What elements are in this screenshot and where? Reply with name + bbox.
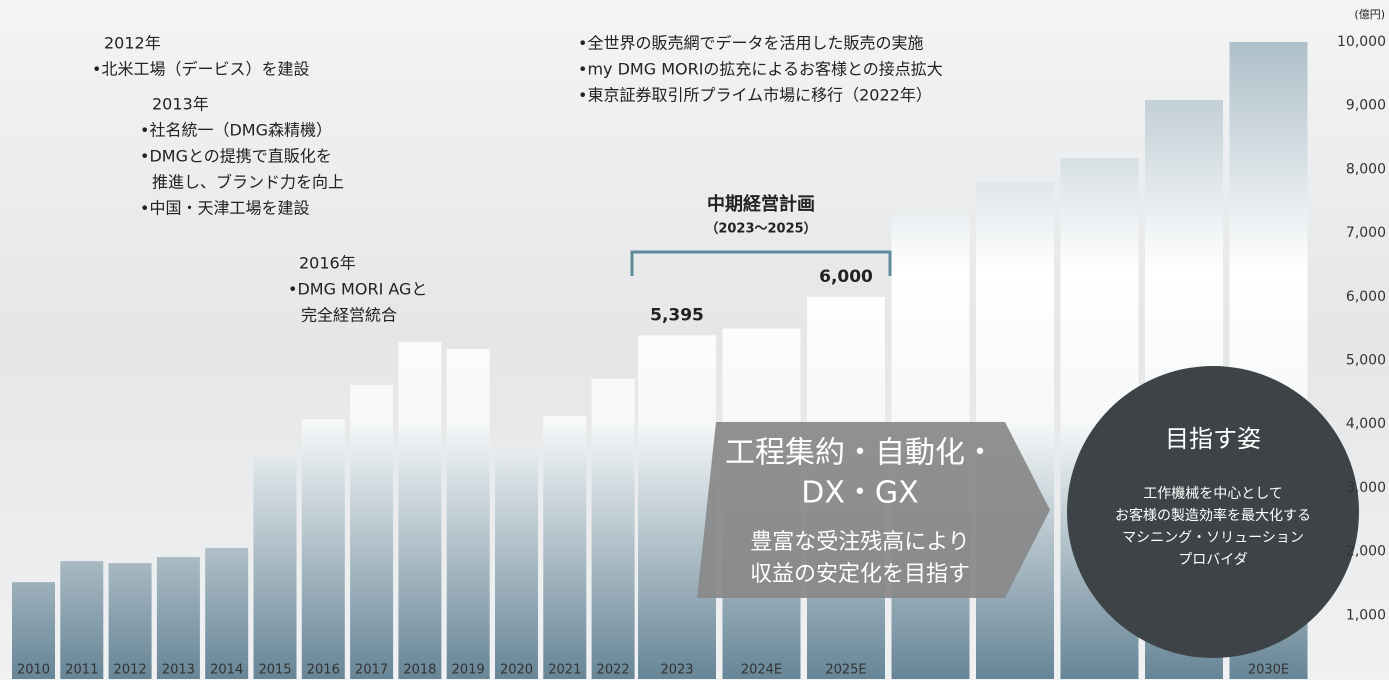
- x-tick-label: 2013: [162, 663, 195, 678]
- x-tick-label: 2018: [403, 663, 436, 678]
- bar: [543, 415, 587, 679]
- bar: [638, 335, 716, 679]
- x-tick-label: 2017: [355, 663, 388, 678]
- annotation: •北米工場（デービス）を建設: [92, 60, 309, 79]
- annotation: 2013年: [152, 95, 209, 114]
- y-tick-label: 6,000: [1346, 289, 1386, 305]
- vision-circle: [1067, 366, 1359, 658]
- y-tick-label: 3,000: [1346, 480, 1386, 496]
- y-tick-label: 8,000: [1346, 161, 1386, 177]
- annotation: •DMG MORI AGと: [288, 280, 427, 299]
- arrow-title: 工程集約・自動化・: [725, 436, 995, 471]
- x-tick-label: 2012: [114, 663, 147, 678]
- bar: [108, 563, 152, 679]
- bar: [350, 385, 394, 679]
- x-tick-label: 2016: [307, 663, 340, 678]
- annotation: 推進し、ブランド力を向上: [152, 173, 344, 192]
- bar: [495, 450, 538, 679]
- x-tick-label: 2010: [17, 663, 50, 678]
- plan-period: （2023〜2025）: [705, 221, 816, 237]
- x-tick-label: 2019: [452, 663, 485, 678]
- x-tick-label: 2014: [210, 663, 243, 678]
- vision-title: 目指す姿: [1165, 425, 1261, 453]
- bar: [301, 419, 345, 679]
- annotation: •DMGとの提携で直販化を: [140, 147, 332, 166]
- annotation: 2012年: [104, 34, 161, 53]
- arrow-title: DX・GX: [801, 476, 918, 511]
- y-tick-label: 5,000: [1346, 353, 1386, 369]
- annotation: •my DMG MORIの拡充によるお客様との接点拡大: [578, 60, 943, 79]
- bar: [12, 582, 55, 679]
- annotation: 完全経営統合: [301, 306, 397, 325]
- bar: [446, 349, 490, 679]
- value-label: 6,000: [819, 267, 873, 287]
- x-tick-label: 2022: [597, 663, 630, 678]
- y-tick-label: 7,000: [1346, 225, 1386, 241]
- y-unit: (億円): [1354, 8, 1385, 21]
- y-tick-label: 9,000: [1346, 98, 1386, 114]
- x-tick-label: 2030E: [1248, 663, 1289, 678]
- arrow-text: 収益の安定化を目指す: [750, 562, 970, 587]
- plan-title: 中期経営計画: [707, 193, 815, 215]
- plan-bracket: [630, 250, 892, 276]
- x-tick-label: 2023: [660, 663, 693, 678]
- arrow-text: 豊富な受注残高により: [750, 530, 970, 555]
- y-tick-label: 4,000: [1346, 416, 1386, 432]
- annotation: •中国・天津工場を建設: [140, 199, 309, 218]
- vision-text: 工作機械を中心として: [1143, 486, 1283, 502]
- value-label: 5,395: [650, 305, 704, 325]
- y-tick-label: 1,000: [1346, 607, 1386, 623]
- x-tick-label: 2021: [548, 663, 581, 678]
- arrow-box: [697, 422, 1050, 598]
- annotation: •全世界の販売網でデータを活用した販売の実施: [578, 34, 923, 53]
- vision-text: マシニング・ソリューション: [1122, 530, 1304, 546]
- annotation: 2016年: [299, 254, 356, 273]
- bar: [253, 456, 297, 679]
- x-tick-label: 2015: [258, 663, 291, 678]
- x-tick-label: 2020: [500, 663, 533, 678]
- annotation: •社名統一（DMG森精機）: [140, 121, 332, 140]
- y-tick-label: 10,000: [1337, 34, 1386, 50]
- bar: [156, 557, 200, 679]
- x-tick-label: 2025E: [825, 663, 866, 678]
- y-tick-label: 2,000: [1346, 544, 1386, 560]
- bar: [398, 342, 442, 679]
- x-tick-label: 2024E: [741, 663, 782, 678]
- bar: [205, 547, 249, 679]
- bar: [60, 561, 104, 679]
- bar: [591, 378, 635, 679]
- vision-text: プロバイダ: [1178, 552, 1247, 568]
- annotation: •東京証券取引所プライム市場に移行（2022年）: [578, 86, 932, 105]
- vision-text: お客様の製造効率を最大化する: [1115, 507, 1311, 524]
- x-tick-label: 2011: [65, 663, 98, 678]
